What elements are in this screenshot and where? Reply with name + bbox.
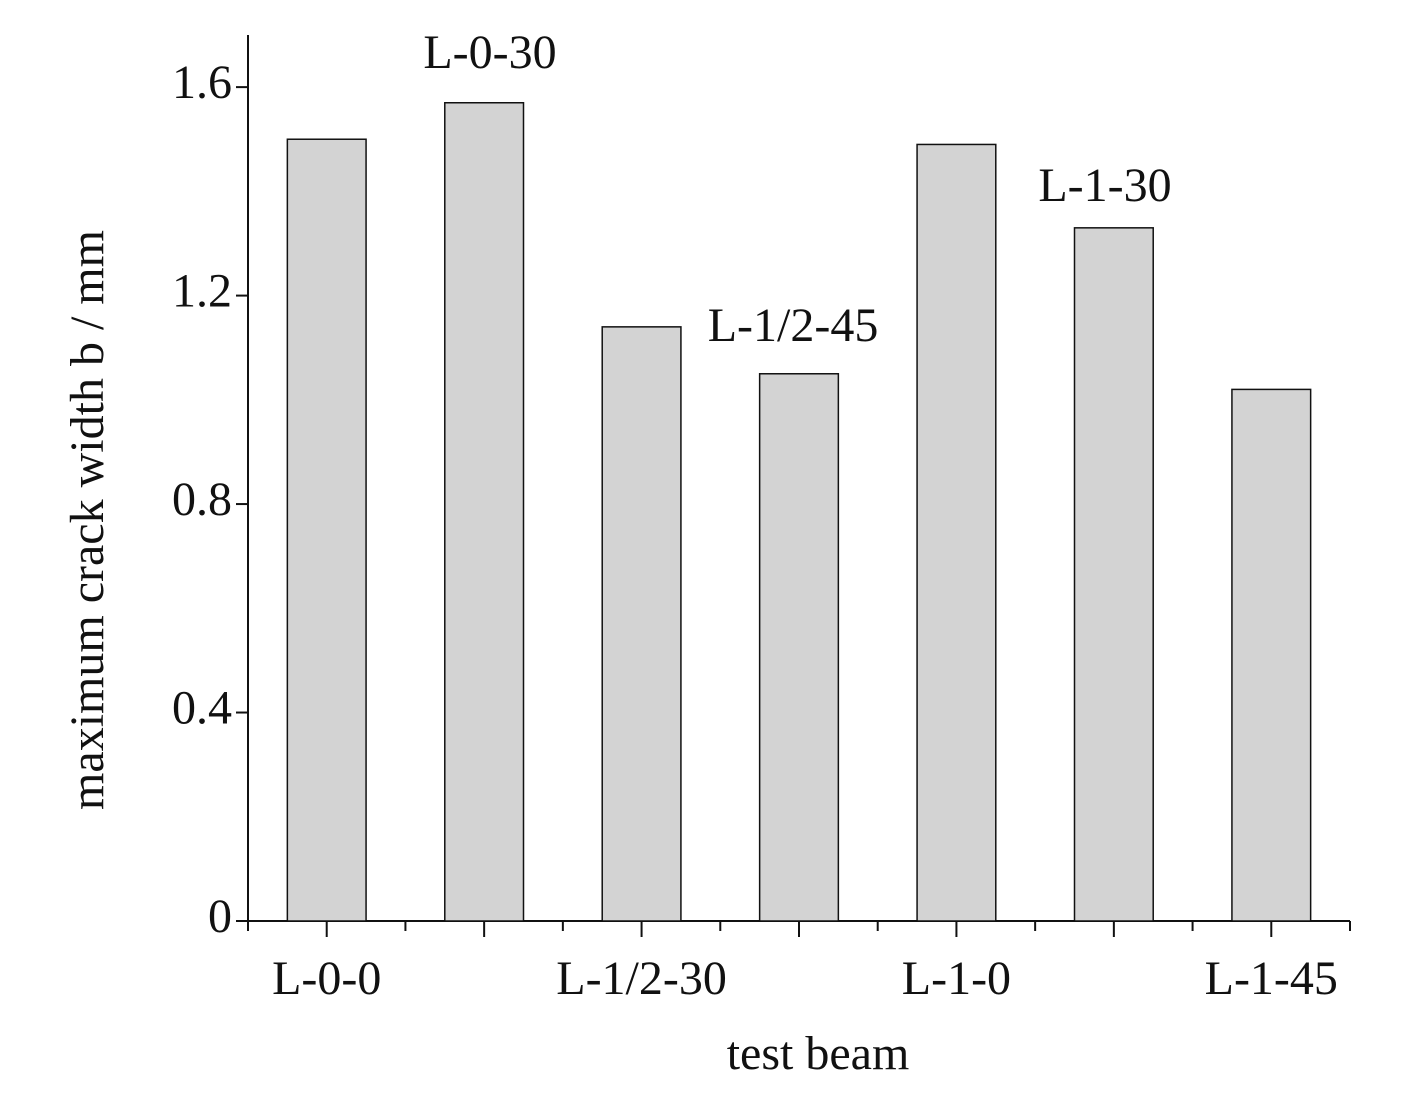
x-tick-label: L-1/2-30 — [556, 952, 727, 1005]
bar — [1231, 388, 1312, 922]
y-tick-label: 0.8 — [172, 473, 232, 526]
annotation: L-1/2-45 — [708, 299, 879, 352]
bar — [444, 102, 525, 922]
bar — [758, 373, 840, 922]
bar — [286, 138, 367, 922]
y-axis-label: maximum crack width b / mm — [61, 230, 114, 810]
y-tick-label: 0 — [208, 890, 232, 943]
y-tick-label: 1.6 — [172, 56, 232, 109]
annotation: L-1-30 — [1038, 159, 1171, 212]
y-tick-label: 0.4 — [172, 682, 232, 735]
bar — [601, 326, 682, 922]
y-tick-label: 1.2 — [172, 265, 232, 318]
x-tick-label: L-1-45 — [1205, 952, 1338, 1005]
x-axis-label: test beam — [727, 1027, 910, 1080]
x-tick-label: L-0-0 — [272, 952, 381, 1005]
bar — [916, 143, 997, 922]
x-tick-label: L-1-0 — [902, 952, 1011, 1005]
annotation: L-0-30 — [423, 26, 556, 79]
bar — [1073, 227, 1154, 922]
